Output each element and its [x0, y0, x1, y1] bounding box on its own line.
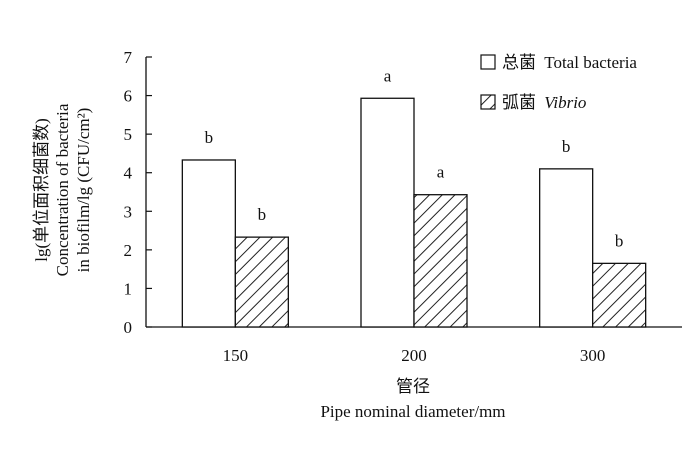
- legend-swatch-vibrio: [480, 94, 496, 110]
- y-axis-title-line-2: Concentration of bacteria: [53, 103, 72, 276]
- legend-label-vibrio: 弧菌 Vibrio: [502, 93, 586, 112]
- bar-total-bacteria-150: [181, 159, 236, 328]
- y-tick-label-5: 5: [124, 125, 133, 144]
- y-tick-label-2: 2: [124, 241, 133, 260]
- y-axis-title-line-1: lg(单位面积细菌数): [32, 118, 51, 262]
- significance-label-total-bacteria-300: b: [562, 137, 571, 156]
- legend-label-total-bacteria: 总菌 Total bacteria: [502, 53, 637, 72]
- bars: [181, 97, 647, 328]
- significance-label-vibrio-150: b: [258, 205, 267, 224]
- x-tick-label-200: 200: [401, 346, 427, 365]
- y-tick-label-1: 1: [124, 279, 133, 298]
- bar-vibrio-150: [234, 236, 289, 328]
- legend-label-total-en: Total bacteria: [544, 53, 637, 72]
- y-tick-label-0: 0: [124, 318, 133, 337]
- y-tick-label-4: 4: [124, 164, 133, 183]
- significance-labels: b b a a b b: [205, 66, 624, 250]
- bar-total-bacteria-300: [539, 168, 594, 328]
- x-axis-title-cn: 管径: [396, 377, 430, 396]
- x-ticks: 150 200 300: [223, 346, 606, 365]
- legend: 总菌 Total bacteria 弧菌 Vibrio: [480, 53, 637, 112]
- y-axis-title-line-3: in biofilm/lg (CFU/cm²): [74, 108, 93, 273]
- y-tick-label-6: 6: [124, 87, 133, 106]
- legend-item-vibrio: 弧菌 Vibrio: [480, 93, 586, 112]
- y-tick-label-3: 3: [124, 202, 133, 221]
- legend-label-vibrio-cn: 弧菌: [502, 93, 536, 112]
- y-tick-label-7: 7: [124, 48, 133, 67]
- x-tick-label-150: 150: [223, 346, 249, 365]
- legend-label-vibrio-en: Vibrio: [544, 93, 586, 112]
- bar-total-bacteria-200: [360, 97, 415, 328]
- x-tick-label-300: 300: [580, 346, 606, 365]
- significance-label-vibrio-200: a: [437, 163, 445, 182]
- significance-label-total-bacteria-150: b: [205, 128, 214, 147]
- legend-item-total-bacteria: 总菌 Total bacteria: [480, 53, 637, 72]
- legend-swatch-total-bacteria: [480, 54, 496, 70]
- y-axis-title: lg(单位面积细菌数) Concentration of bacteria in…: [32, 103, 93, 276]
- significance-label-total-bacteria-200: a: [384, 66, 392, 85]
- bar-vibrio-200: [413, 194, 468, 328]
- significance-label-vibrio-300: b: [615, 231, 624, 250]
- bar-vibrio-300: [592, 262, 647, 328]
- legend-label-total-cn: 总菌: [502, 53, 536, 72]
- x-axis-title-en: Pipe nominal diameter/mm: [320, 402, 505, 421]
- y-ticks: 0 1 2 3 4 5 6 7: [124, 48, 152, 337]
